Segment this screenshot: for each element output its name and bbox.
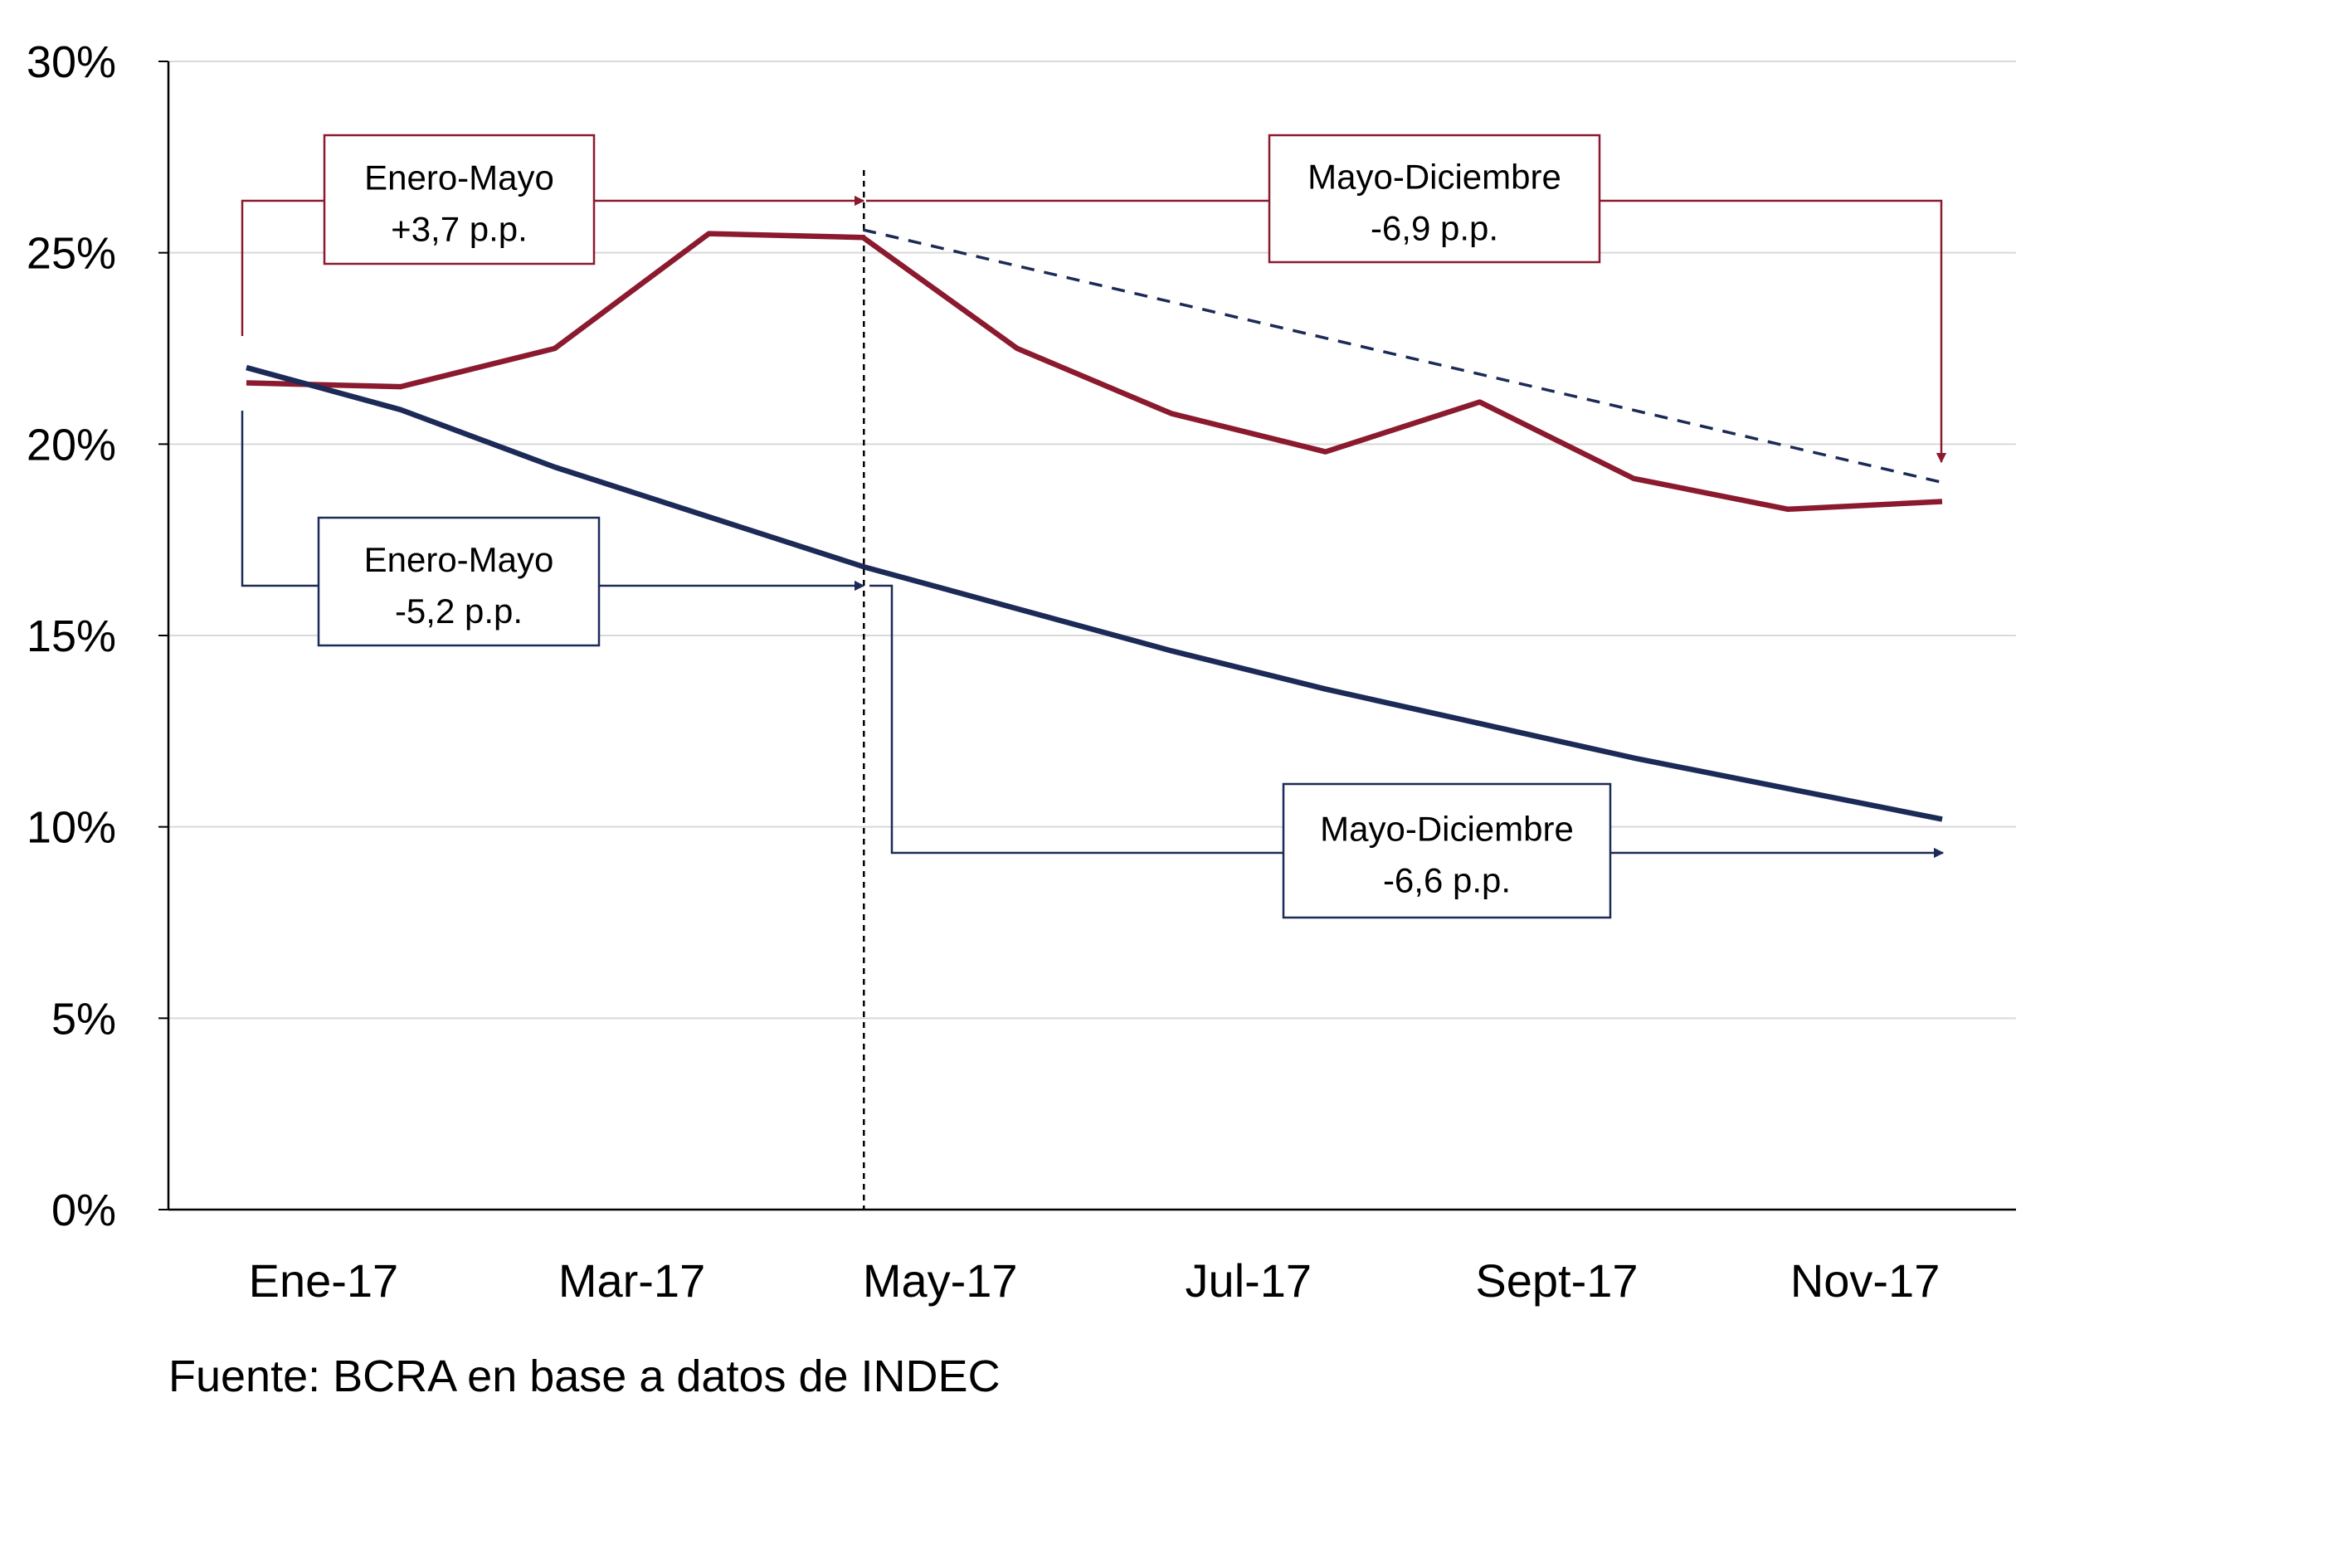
y-tick-label: 25% — [27, 229, 116, 279]
red-ene-may-arrow — [241, 195, 865, 336]
y-tick-label: 20% — [27, 420, 116, 470]
annotation-value-blue-ene-may: -5,2 p.p. — [395, 592, 523, 631]
blue-ene-may-arrow — [241, 411, 865, 592]
annotations: Enero-Mayo +3,7 p.p. Mayo-Diciembre -6,9 p.… — [317, 134, 1612, 919]
annotation-value-red-ene-may: +3,7 p.p. — [391, 210, 528, 249]
y-tick-label: 30% — [27, 37, 116, 87]
y-tick-label: 15% — [27, 611, 116, 661]
annotation-box-blue-may-dic — [1282, 782, 1612, 919]
annotation-box-blue-ene-may — [317, 516, 601, 647]
blue-series-line — [246, 364, 1943, 822]
y-tick-label: 0% — [51, 1186, 116, 1235]
annotation-value-red-may-dic: -6,9 p.p. — [1371, 209, 1498, 248]
x-tick-label: Jul-17 — [1186, 1254, 1312, 1307]
annotation-box-red-ene-may — [323, 134, 596, 265]
x-tick-label: Sept-17 — [1475, 1254, 1638, 1307]
annotation-value-blue-may-dic: -6,6 p.p. — [1383, 861, 1511, 900]
annotation-box-red-may-dic — [1268, 134, 1601, 264]
x-tick-label: May-17 — [863, 1254, 1018, 1307]
y-tick-label: 10% — [27, 803, 116, 853]
x-tick-label: Nov-17 — [1790, 1254, 1941, 1307]
y-axis-ticks: 0% 5% 10% 15% 20% 25% 30% — [27, 37, 168, 1235]
annotation-label-red-ene-may: Enero-Mayo — [364, 158, 554, 197]
x-tick-label: Ene-17 — [249, 1254, 399, 1307]
x-axis-ticks: Ene-17 Mar-17 May-17 Jul-17 Sept-17 Nov-17 — [249, 1254, 1941, 1307]
source-note: Fuente: BCRA en base a datos de INDEC — [168, 1351, 1001, 1401]
y-tick-label: 5% — [51, 994, 116, 1044]
annotation-label-blue-ene-may: Enero-Mayo — [364, 540, 554, 579]
red-series-line — [246, 231, 1943, 513]
series-lines — [246, 231, 1943, 822]
red-may-dic-arrow — [866, 199, 1947, 464]
annotation-label-blue-may-dic: Mayo-Diciembre — [1320, 810, 1574, 849]
annotation-label-red-may-dic: Mayo-Diciembre — [1307, 158, 1561, 197]
x-tick-label: Mar-17 — [558, 1254, 705, 1307]
